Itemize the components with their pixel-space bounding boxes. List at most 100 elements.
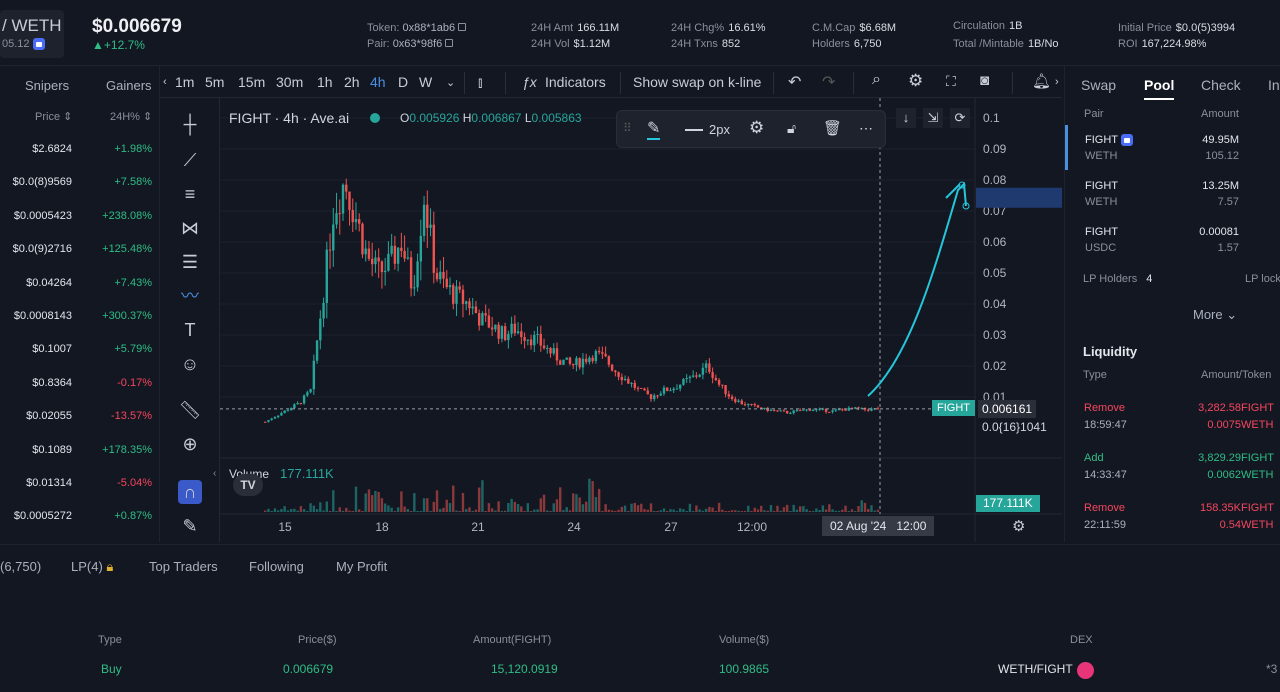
copy-icon[interactable] (445, 39, 454, 47)
liquidity-row[interactable]: Add 14:33:47 3,829.29 0.0062 FIGHT WETH (1083, 446, 1280, 492)
pair-selector[interactable]: / WETH 05.12 (0, 10, 64, 58)
timeframe-2h[interactable]: 2h (344, 74, 360, 90)
crosshair-icon[interactable]: ┼ (183, 114, 197, 134)
candle-body (490, 327, 494, 330)
timeframe-4h[interactable]: 4h (370, 74, 386, 90)
list-item[interactable]: $0.02055 -13.57% (0, 400, 160, 433)
drag-handle-icon[interactable]: ⠿ (623, 121, 632, 135)
list-item[interactable]: $0.1007 +5.79% (0, 333, 160, 366)
indicators-icon[interactable]: ƒx (522, 74, 537, 90)
chevron-down-icon[interactable]: ⌄ (446, 77, 456, 89)
y-tick-label: 0.06 (983, 235, 1007, 249)
horizontal-lines-icon[interactable]: ≡ (184, 184, 196, 204)
pair-address[interactable]: 0x63*98f6 (392, 38, 443, 50)
pattern-icon[interactable]: ⋈ (181, 218, 199, 238)
tab-top-traders[interactable]: Top Traders (149, 559, 218, 574)
trade-dex[interactable]: WETH/FIGHT (998, 662, 1073, 676)
tab-pool[interactable]: Pool (1144, 77, 1175, 93)
timeframe-W[interactable]: W (419, 74, 433, 90)
download-icon[interactable]: ↓ (896, 108, 916, 128)
lock-drawing-icon[interactable]: ✎ (182, 516, 198, 536)
more-icon[interactable]: ⋯ (859, 120, 873, 136)
candle-body (614, 370, 617, 373)
line-width-value[interactable]: 2px (709, 122, 730, 137)
tab-check[interactable]: Check (1201, 77, 1241, 93)
line-width-icon[interactable] (685, 129, 703, 131)
timeframe-1m[interactable]: 1m (175, 74, 195, 90)
candle-body (432, 224, 435, 273)
magnet-icon[interactable]: ∩ (178, 480, 202, 504)
list-item[interactable]: $0.0005272 +0.87% (0, 500, 160, 533)
timeframe-D[interactable]: D (398, 74, 409, 90)
volume-bar (484, 511, 487, 512)
volume-bar (264, 510, 267, 512)
bell-icon[interactable]: 🔔︎ (1032, 73, 1052, 90)
price-chart[interactable]: 0.1 0.09 0.08 0.07 0.06 0.05 0.04 0.03 0.02 0.01 1… (220, 98, 1062, 542)
volume-bar (617, 509, 620, 512)
list-item[interactable]: $0.0(8)9569 +7.58% (0, 166, 160, 199)
copy-icon[interactable] (458, 23, 467, 31)
candle-body (422, 204, 426, 236)
list-item[interactable]: $0.0005423 +238.08% (0, 200, 160, 233)
brush-icon[interactable]: 〰 (181, 286, 199, 306)
pool-row[interactable]: FIGHT WETH 13.25M 7.57 (1083, 174, 1280, 220)
fullscreen-icon[interactable]: ⛶ (946, 73, 956, 89)
timeframe-30m[interactable]: 30m (276, 74, 304, 90)
gear-icon[interactable]: ⚙ (749, 118, 765, 137)
token-address[interactable]: 0x88*1ab6 (402, 22, 456, 34)
timeframe-5m[interactable]: 5m (205, 74, 225, 90)
liquidity-row[interactable]: Remove 18:59:47 3,282.58 0.0075 FIGHT WETH (1083, 396, 1280, 442)
chart-canvas[interactable]: 0.10.090.080.070.060.050.040.030.020.011… (220, 98, 1062, 542)
collapse-icon[interactable]: ⇲ (923, 108, 943, 128)
search-chart-icon[interactable]: ⌕ (872, 71, 881, 88)
redo-icon[interactable]: ↷ (822, 74, 836, 91)
text-tool-icon[interactable]: T (184, 320, 196, 340)
gear-icon[interactable]: ⚙ (1012, 518, 1026, 535)
pool-row[interactable]: FIGHT USDC 0.00081 1.57 (1083, 220, 1280, 266)
list-item[interactable]: $2.6824 +1.98% (0, 133, 160, 166)
candle-type-icon[interactable]: ⫾ (478, 74, 483, 90)
list-item[interactable]: $0.04264 +7.43% (0, 267, 160, 300)
candle-body (649, 394, 653, 400)
candle-body (533, 334, 536, 346)
show-swap-button[interactable]: Show swap on k-line (633, 74, 762, 90)
fib-icon[interactable]: ☰ (181, 252, 199, 272)
tab-more[interactable]: Int (1268, 77, 1280, 93)
ruler-icon[interactable]: 📏︎ (178, 400, 202, 420)
tab-snipers[interactable]: Snipers (25, 78, 70, 93)
candle-body (435, 272, 439, 280)
liquidity-row[interactable]: Remove 22:11:59 158.35K 0.54 FIGHT WETH (1083, 496, 1280, 542)
tab-swap[interactable]: Swap (1081, 77, 1117, 93)
trendline-icon[interactable]: ⟋ (183, 150, 197, 170)
list-item[interactable]: $0.8364 -0.17% (0, 367, 160, 400)
tab-gainers[interactable]: Gainers (106, 78, 152, 93)
list-item[interactable]: $0.01314 -5.04% (0, 467, 160, 500)
tab-following[interactable]: Following (249, 559, 304, 574)
fit-icon[interactable]: ⟳ (950, 108, 970, 128)
volume-bar (345, 507, 348, 512)
list-item[interactable]: $0.1089 +178.35% (0, 434, 160, 467)
candle-body (808, 409, 812, 411)
tab-lp[interactable]: LP(4) (71, 559, 103, 574)
timeframe-15m[interactable]: 15m (238, 74, 266, 90)
trash-icon[interactable]: 🗑︎ (823, 120, 843, 137)
collapse-left-icon[interactable]: ‹ (163, 76, 167, 88)
collapse-tools-icon[interactable]: ‹ (213, 468, 217, 479)
timeframe-1h[interactable]: 1h (317, 74, 333, 90)
indicators-button[interactable]: Indicators (545, 74, 606, 90)
pen-color-icon[interactable]: ✎ (647, 118, 661, 140)
camera-icon[interactable]: ◙ (980, 72, 990, 89)
tab-holders[interactable]: (6,750) (0, 559, 42, 574)
undo-icon[interactable]: ↶ (788, 74, 802, 91)
zoom-in-icon[interactable]: ⊕ (182, 434, 198, 454)
collapse-right-icon[interactable]: › (1055, 76, 1059, 88)
tab-my-profit[interactable]: My Profit (336, 559, 388, 574)
more-button[interactable]: More (1193, 307, 1223, 322)
volume-bar (296, 510, 299, 512)
unlock-icon[interactable]: 🔓︎ (787, 120, 797, 136)
emoji-icon[interactable]: ☺ (180, 354, 200, 374)
gear-icon[interactable]: ⚙ (908, 71, 924, 90)
list-item[interactable]: $0.0(9)2716 +125.48% (0, 233, 160, 266)
list-item[interactable]: $0.0008143 +300.37% (0, 300, 160, 333)
pool-row[interactable]: FIGHT WETH 49.95M 105.12 (1083, 128, 1280, 174)
